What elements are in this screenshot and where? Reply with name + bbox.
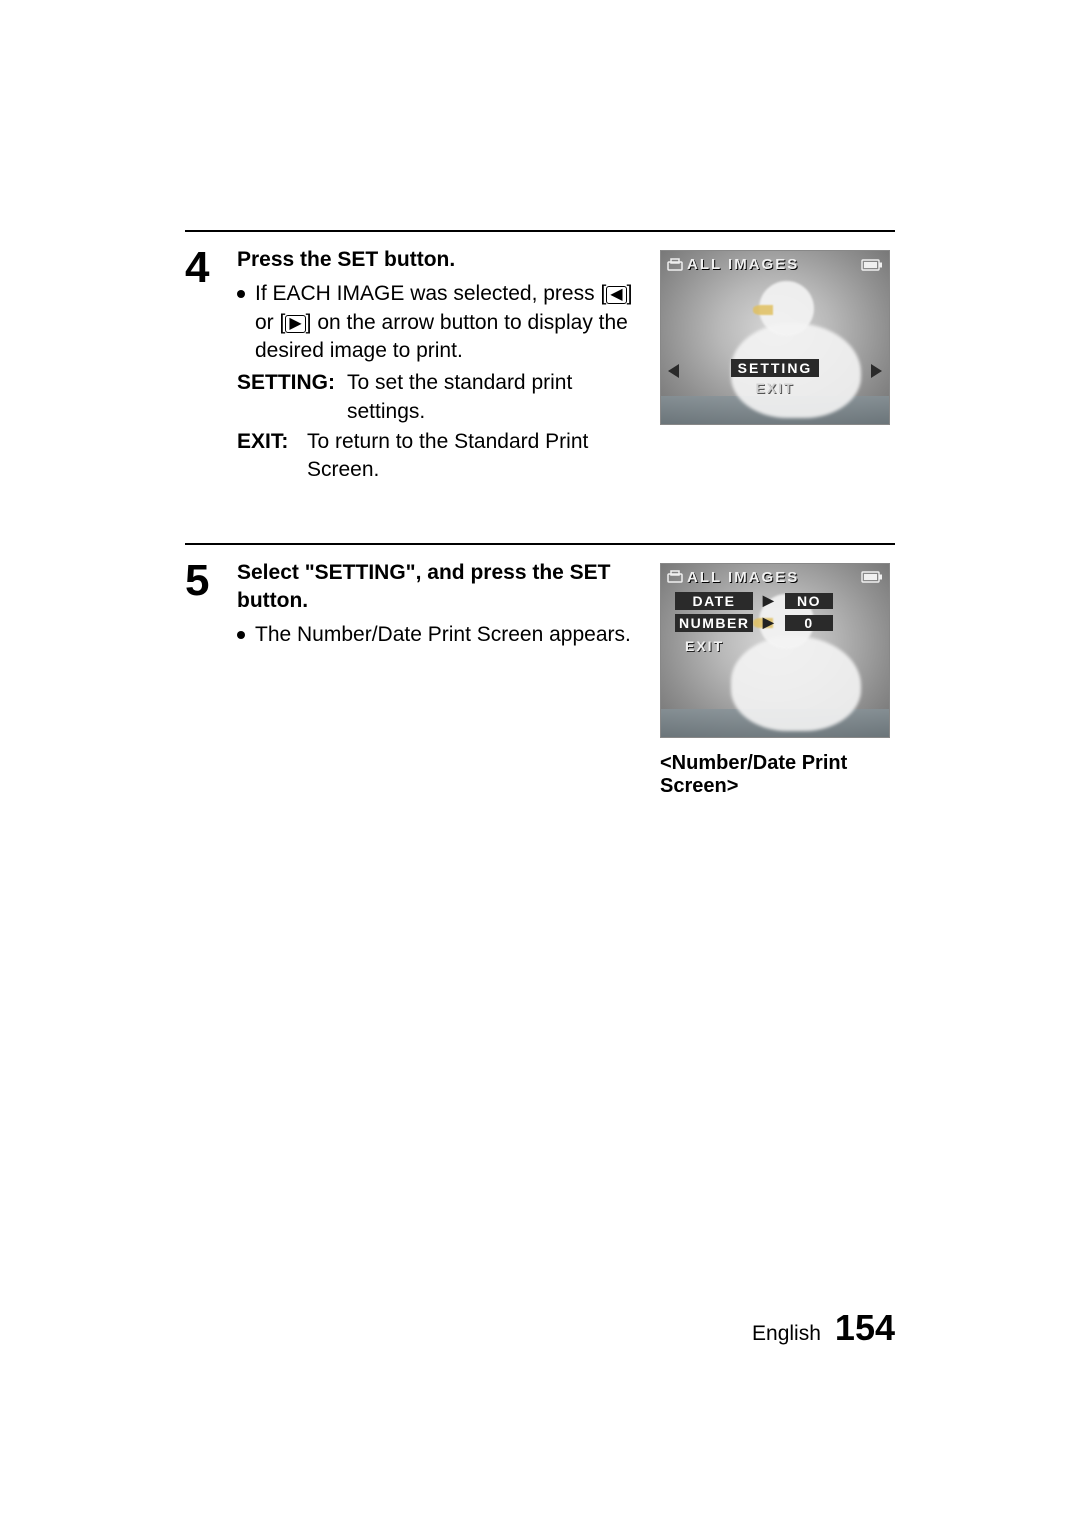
right-button-icon: ▶ — [285, 315, 305, 333]
lcd-header: ALL IMAGES — [667, 256, 883, 273]
label: NUMBER — [675, 614, 753, 632]
pictbridge-icon — [667, 257, 683, 273]
row-exit: EXIT — [675, 638, 875, 654]
value: NO — [785, 593, 833, 609]
step-number: 5 — [185, 559, 237, 603]
lcd-settings-rows: DATE ▶ NO NUMBER ▶ 0 EXIT — [675, 592, 875, 654]
step-4: 4 Press the SET button. If EACH IMAGE wa… — [185, 232, 895, 487]
pictbridge-icon — [667, 569, 683, 585]
definition-list: SETTING: To set the standard print setti… — [237, 369, 642, 484]
definition: To set the standard print settings. — [347, 369, 642, 426]
arrow-icon: ▶ — [761, 614, 777, 631]
def-setting: SETTING: To set the standard print setti… — [237, 369, 642, 426]
lcd-menu: SETTING EXIT — [661, 359, 889, 397]
manual-page: 4 Press the SET button. If EACH IMAGE wa… — [0, 0, 1080, 1529]
lcd-title: ALL IMAGES — [687, 569, 799, 586]
bullet-result: The Number/Date Print Screen appears. — [255, 621, 642, 649]
step-number: 4 — [185, 246, 237, 290]
lcd-screen: ALL IMAGES SETTING EXIT — [660, 250, 890, 425]
step-body: Press the SET button. If EACH IMAGE was … — [237, 246, 660, 487]
lcd-title: ALL IMAGES — [687, 256, 799, 273]
footer-page-number: 154 — [835, 1307, 895, 1349]
menu-item-setting: SETTING — [731, 359, 820, 377]
row-number: NUMBER ▶ 0 — [675, 614, 875, 632]
figure-lcd-setting: ALL IMAGES SETTING EXIT — [660, 246, 895, 425]
step-details: The Number/Date Print Screen appears. — [237, 621, 642, 649]
step-body: Select "SETTING", and press the SET butt… — [237, 559, 660, 654]
definition: To return to the Standard Print Screen. — [307, 428, 642, 485]
lcd-screen: ALL IMAGES DATE ▶ NO NUMBER ▶ 0 — [660, 563, 890, 738]
step-title: Select "SETTING", and press the SET butt… — [237, 559, 642, 616]
left-button-icon: ◀ — [606, 286, 626, 304]
step-5: 5 Select "SETTING", and press the SET bu… — [185, 545, 895, 798]
page-footer: English 154 — [752, 1307, 895, 1349]
bullet-each-image: If EACH IMAGE was selected, press [◀] or… — [255, 280, 642, 365]
text: If EACH IMAGE was selected, press [ — [255, 282, 606, 305]
lcd-header: ALL IMAGES — [667, 569, 883, 586]
text: ] on the arrow button to display the des… — [255, 311, 628, 362]
def-exit: EXIT: To return to the Standard Print Sc… — [237, 428, 642, 485]
lcd-header-left: ALL IMAGES — [667, 569, 799, 586]
term: EXIT: — [237, 428, 307, 485]
lcd-header-left: ALL IMAGES — [667, 256, 799, 273]
term: SETTING: — [237, 369, 347, 426]
step-title: Press the SET button. — [237, 246, 642, 274]
figure-lcd-number-date: ALL IMAGES DATE ▶ NO NUMBER ▶ 0 — [660, 559, 895, 798]
menu-item-exit: EXIT — [748, 379, 801, 397]
figure-caption: <Number/Date Print Screen> — [660, 752, 895, 798]
value: 0 — [785, 615, 833, 631]
footer-language: English — [752, 1322, 821, 1346]
label: DATE — [675, 592, 753, 610]
step-details: If EACH IMAGE was selected, press [◀] or… — [237, 280, 642, 365]
row-date: DATE ▶ NO — [675, 592, 875, 610]
bg-duck-beak — [753, 305, 773, 315]
battery-icon — [861, 259, 883, 271]
battery-icon — [861, 571, 883, 583]
spacer — [185, 487, 895, 543]
arrow-icon: ▶ — [761, 592, 777, 609]
